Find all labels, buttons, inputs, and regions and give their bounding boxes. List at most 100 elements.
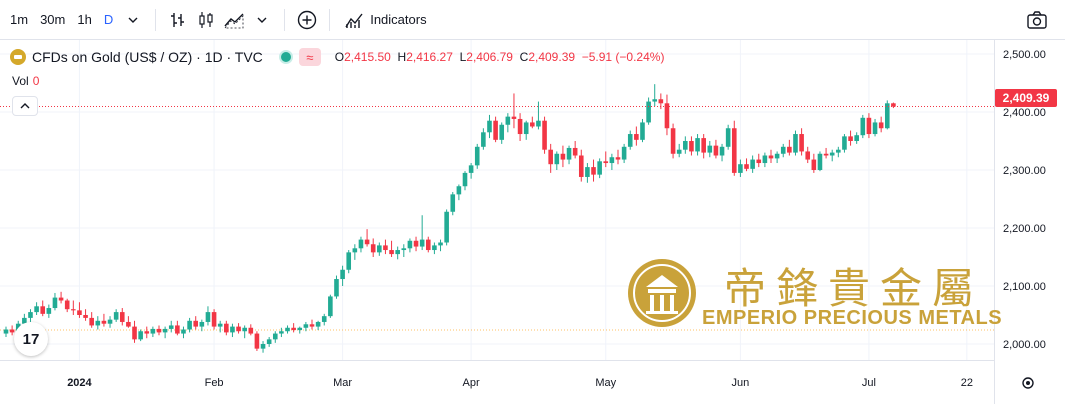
candle-body (254, 333, 260, 349)
candle-body (175, 325, 180, 334)
candle-body (315, 321, 321, 327)
candle-body (138, 331, 143, 340)
candle-body (860, 117, 866, 136)
candle-body (211, 312, 217, 327)
candle-body (217, 323, 223, 327)
candle-body (566, 147, 572, 160)
candle-body (52, 297, 58, 309)
axis-settings-icon[interactable] (1022, 377, 1034, 389)
watermark: 帝鋒貴金屬 EMPERIO PRECIOUS METALS (626, 255, 1006, 335)
candle-body (58, 297, 64, 301)
candle-body (162, 328, 168, 333)
candle-body (199, 321, 205, 327)
candle-body (805, 151, 811, 160)
candle-body (572, 147, 578, 156)
candle-body (683, 141, 688, 150)
candle-body (695, 138, 700, 152)
camera-icon[interactable] (1023, 6, 1051, 34)
x-tick-label: Jun (732, 377, 750, 389)
candle-body (303, 324, 309, 328)
candle-body (707, 145, 713, 153)
gold-symbol-icon (10, 49, 26, 65)
candle-body (750, 159, 755, 169)
interval-1m-button[interactable]: 1m (10, 12, 29, 27)
bar-style-icon[interactable] (164, 6, 192, 34)
candle-body (585, 167, 590, 177)
data-status-icon[interactable]: ≈ (298, 48, 321, 66)
candle-body (266, 339, 272, 344)
candle-body (113, 312, 119, 320)
candle-body (389, 250, 394, 255)
change-value: −5.91 (−0.24%) (581, 50, 665, 64)
candle-body (321, 316, 327, 322)
collapse-legend-button[interactable] (12, 96, 38, 116)
indicators-label: Indicators (370, 12, 427, 27)
candle-body (95, 320, 101, 326)
candle-body (848, 136, 853, 141)
candle-body (787, 146, 792, 153)
candle-body (101, 320, 107, 324)
candle-body (836, 149, 841, 153)
candle-body (872, 122, 878, 135)
tradingview-logo[interactable]: 17 (14, 322, 48, 356)
candle-body (272, 333, 278, 340)
interval-1h-button[interactable]: 1h (77, 12, 92, 27)
candle-body (756, 159, 762, 164)
chevron-down-icon[interactable] (119, 6, 147, 34)
watermark-chinese: 帝鋒貴金屬 (724, 264, 985, 313)
candle-body (621, 146, 627, 160)
ohlc-values: O2,415.50 H2,416.27 L2,406.79 C2,409.39 … (335, 50, 665, 64)
y-tick-label: 2,200.00 (1003, 223, 1046, 235)
indicators-button[interactable]: Indicators (338, 0, 432, 39)
candle-body (352, 248, 358, 253)
chevron-down-icon[interactable] (248, 6, 276, 34)
candle-body (450, 194, 456, 212)
candle-body (260, 344, 266, 349)
candle-body (364, 239, 370, 245)
x-tick-label: 2024 (67, 377, 92, 389)
candle-body (670, 128, 676, 154)
interval-30m-button[interactable]: 30m (40, 12, 66, 27)
watermark-english: EMPERIO PRECIOUS METALS (702, 307, 1003, 329)
interval-d-button[interactable]: D (103, 12, 114, 27)
candle-body (71, 309, 76, 311)
candle-body (248, 327, 254, 334)
x-tick-label: Apr (463, 377, 480, 389)
candle-body (346, 252, 352, 270)
candle-body (652, 99, 658, 102)
candle-body (297, 327, 303, 331)
market-open-icon[interactable] (278, 50, 293, 64)
chart-area[interactable]: 2,000.00 2,100.00 2,200.00 2,300.00 2,400.00… (0, 40, 1065, 404)
y-tick-label: 2,100.00 (1003, 281, 1046, 293)
candle-body (597, 161, 602, 175)
candle-body (46, 308, 52, 314)
candle-body (285, 327, 290, 332)
candle-body (22, 317, 27, 324)
candle-body (609, 157, 615, 164)
candle-body (230, 326, 235, 333)
candle-body (866, 117, 872, 135)
price-chart[interactable]: 2,000.00 2,100.00 2,200.00 2,300.00 2,400.00… (0, 40, 1065, 404)
close-key: C (519, 50, 529, 64)
plus-circle-icon[interactable] (293, 6, 321, 34)
candle-body (799, 134, 804, 152)
candle-body (407, 240, 413, 249)
chart-legend: CFDs on Gold (US$ / OZ) · 1D · TVC ≈ O2,… (10, 48, 664, 66)
candle-body (884, 103, 890, 129)
candle-body (279, 331, 284, 334)
area-style-icon[interactable] (220, 6, 248, 34)
candle-body (168, 325, 174, 329)
candle-body (119, 312, 125, 322)
symbol-name[interactable]: CFDs on Gold (US$ / OZ) · 1D · TVC (32, 49, 263, 65)
y-tick-label: 2,400.00 (1003, 107, 1046, 119)
candle-body (9, 329, 15, 333)
candle-body (505, 116, 511, 125)
candle-body (560, 153, 566, 160)
candle-body (370, 244, 376, 253)
candle-style-icon[interactable] (192, 6, 220, 34)
x-tick-label: Jul (862, 377, 876, 389)
candle-body (181, 329, 186, 334)
candle-body (658, 99, 664, 104)
candle-body (725, 128, 731, 147)
candle-body (603, 161, 609, 164)
